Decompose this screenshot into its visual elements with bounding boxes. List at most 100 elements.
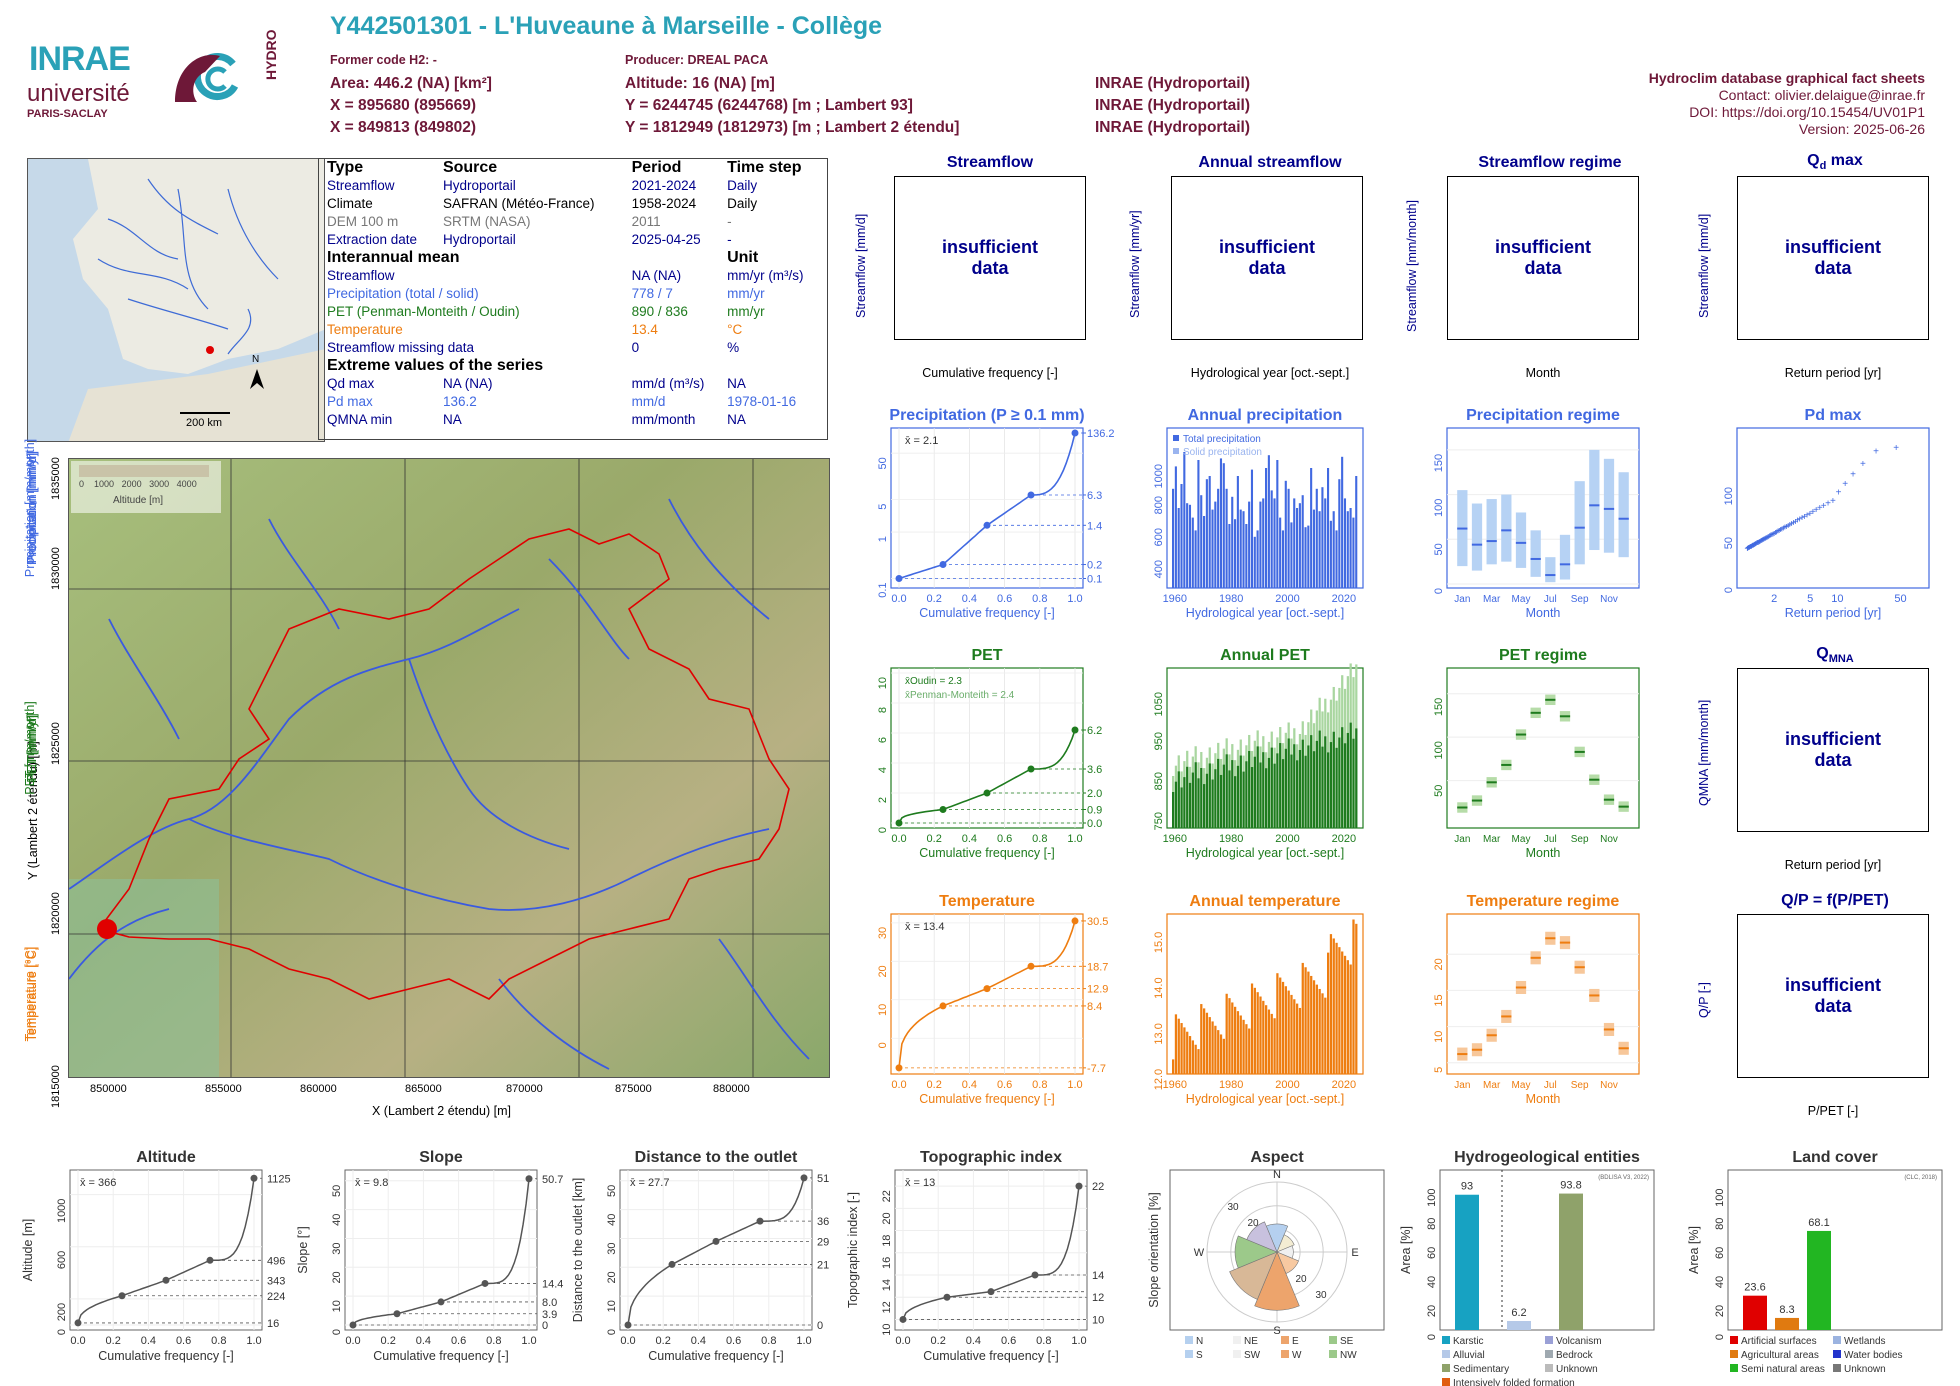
annual-temp-bar [1203, 1008, 1206, 1074]
precip_cdf-data-label: 6.3 [1087, 490, 1102, 502]
annual_precip-ylabel: Precipitation [mm/yr] [25, 451, 39, 565]
aspect-ring-label: 20 [1295, 1274, 1307, 1285]
pet_regime-x-tick: Jan [1454, 834, 1470, 845]
slope_cdf-title: Slope [419, 1149, 463, 1166]
row-type: Streamflow [327, 178, 395, 193]
slope_cdf-quantile-point [525, 1175, 533, 1183]
streamflow-regime-plot: insufficient data [1447, 176, 1639, 340]
row-type: DEM 100 m [327, 214, 399, 229]
annual-temp-bar [1236, 1011, 1240, 1074]
annual-pet-oudin-bar [1270, 747, 1273, 828]
meta-doi[interactable]: DOI: https://doi.org/10.15454/UV01P1 [1689, 104, 1925, 120]
aspect-legend-W: W [1292, 1350, 1302, 1361]
topo_cdf-y-tick: 22 [881, 1190, 893, 1202]
pd-max-point: + [1893, 443, 1899, 454]
distance_cdf-data-label: 0 [817, 1320, 823, 1332]
landcover-y-tick: 20 [1714, 1305, 1726, 1317]
aspect-legend-S: S [1196, 1350, 1203, 1361]
topo_cdf-ylabel: Topographic index [-] [846, 1192, 860, 1308]
annual-pet-oudin-bar [1343, 743, 1347, 828]
pet_cdf-y-tick: 6 [877, 737, 889, 743]
hydrogeo-ylabel: Area [%] [1399, 1226, 1413, 1274]
annual-temp-bar [1307, 971, 1310, 1074]
qmna-plot: insufficient data [1737, 668, 1929, 832]
temp_cdf-xlabel: Cumulative frequency [-] [919, 1092, 1054, 1106]
precip_cdf-xlabel: Cumulative frequency [-] [919, 606, 1054, 620]
streamflow-regime-insufficient: insufficient data [1494, 237, 1591, 278]
temp_regime-frame [1446, 913, 1640, 1075]
temp_cdf-mean-label: x̄ = 13.4 [905, 921, 944, 933]
extreme-unit: mm/d [631, 394, 666, 409]
annual-precip-bar [1174, 466, 1177, 588]
slope_cdf-data-label: 0 [542, 1320, 548, 1332]
aspect-legend-NE: NE [1244, 1336, 1258, 1347]
pet_cdf-quantile-point [983, 789, 991, 797]
aspect-sector-NE [1276, 1234, 1295, 1253]
distance_cdf-quantile-point [800, 1174, 808, 1182]
annual-temp-bar [1197, 1049, 1200, 1074]
annual-precip-bar [1205, 479, 1208, 588]
map-x-tick: 855000 [205, 1083, 242, 1095]
annual-pet-oudin-bar [1225, 754, 1228, 828]
pet_cdf-data-label: 0.9 [1087, 805, 1102, 817]
altitude_cdf-y-tick: 600 [56, 1251, 68, 1269]
annual-temp-bar [1225, 993, 1228, 1074]
pet_regime-ylabel: PET [mm/month] [23, 701, 37, 795]
annual-temp-bar [1253, 987, 1256, 1074]
mean-name: Temperature [327, 322, 403, 337]
row-source: Hydroportail [442, 232, 516, 247]
pd-max-point: + [1751, 540, 1757, 551]
precip_regime-x-tick: Nov [1600, 594, 1618, 605]
annual-precip-bar [1281, 530, 1285, 588]
mean-unit: mm/yr [727, 286, 765, 301]
pd-max-x-tick: 10 [1831, 593, 1843, 605]
annual-pet-oudin-bar [1245, 761, 1248, 828]
landcover-bar-label: 68.1 [1808, 1217, 1829, 1229]
hydrogeo-y-tick: 20 [1426, 1305, 1438, 1317]
qmna-xlabel: Return period [yr] [1784, 858, 1882, 872]
qp-xlabel: P/PET [-] [1807, 1104, 1859, 1118]
altitude_cdf-y-tick: 1000 [56, 1199, 68, 1223]
streamflow-regime-title: Streamflow regime [1478, 154, 1622, 171]
hydrogeo-legend-item: Sedimentary [1453, 1364, 1509, 1375]
pd-max-point: + [1836, 488, 1842, 499]
topo_cdf-x-tick: 0.2 [931, 1335, 946, 1347]
annual-temp-bar [1338, 947, 1341, 1074]
row-period: 2021-2024 [631, 178, 697, 193]
pd-max-point: + [1779, 524, 1785, 535]
hydrogeo-y-tick: 100 [1426, 1189, 1438, 1207]
annual-temp-y-tick: 14.0 [1153, 977, 1165, 998]
annual-pet-oudin-bar [1338, 737, 1341, 828]
topo_cdf-y-tick: 12 [881, 1301, 893, 1313]
mean-name: Streamflow missing data [327, 340, 475, 355]
annual-precip-bar [1248, 501, 1251, 588]
annual-precip-bar [1343, 498, 1347, 588]
aspect-legend-swatch [1329, 1336, 1337, 1344]
precip_regime-x-tick: Jan [1454, 594, 1470, 605]
src-1: INRAE (Hydroportail) [1095, 75, 1250, 92]
row-source: Hydroportail [442, 178, 516, 193]
pd-max-point: + [1754, 539, 1760, 550]
aspect-label-w: W [1194, 1247, 1205, 1259]
pd-max-point: + [1771, 529, 1777, 540]
precip_regime-box [1501, 494, 1512, 562]
annual-temp-bar [1301, 962, 1304, 1074]
annual-precip-bar [1191, 517, 1194, 588]
annual-temp-bar [1321, 993, 1324, 1074]
pd-max-point: + [1755, 538, 1761, 549]
qp-ylabel: Q/P [-] [1697, 982, 1711, 1018]
precip_regime-box [1530, 530, 1541, 577]
inset-north: N [252, 354, 260, 365]
annual-temp-bar [1335, 942, 1338, 1074]
altitude_cdf-y-tick: 200 [56, 1303, 68, 1321]
landcover-bar [1807, 1230, 1831, 1330]
annual-pet-oudin-bar [1327, 752, 1330, 828]
distance_cdf-x-tick: 0.2 [656, 1335, 671, 1347]
legend-solid: Solid precipitation [1183, 447, 1262, 458]
annual-pet-oudin-bar [1200, 768, 1203, 828]
altitude_cdf-x-tick: 0.2 [106, 1335, 121, 1347]
qd-max-plot: insufficient data [1737, 176, 1929, 340]
annual-precip-bar [1200, 495, 1203, 588]
annual-temp-bar [1205, 1012, 1209, 1074]
